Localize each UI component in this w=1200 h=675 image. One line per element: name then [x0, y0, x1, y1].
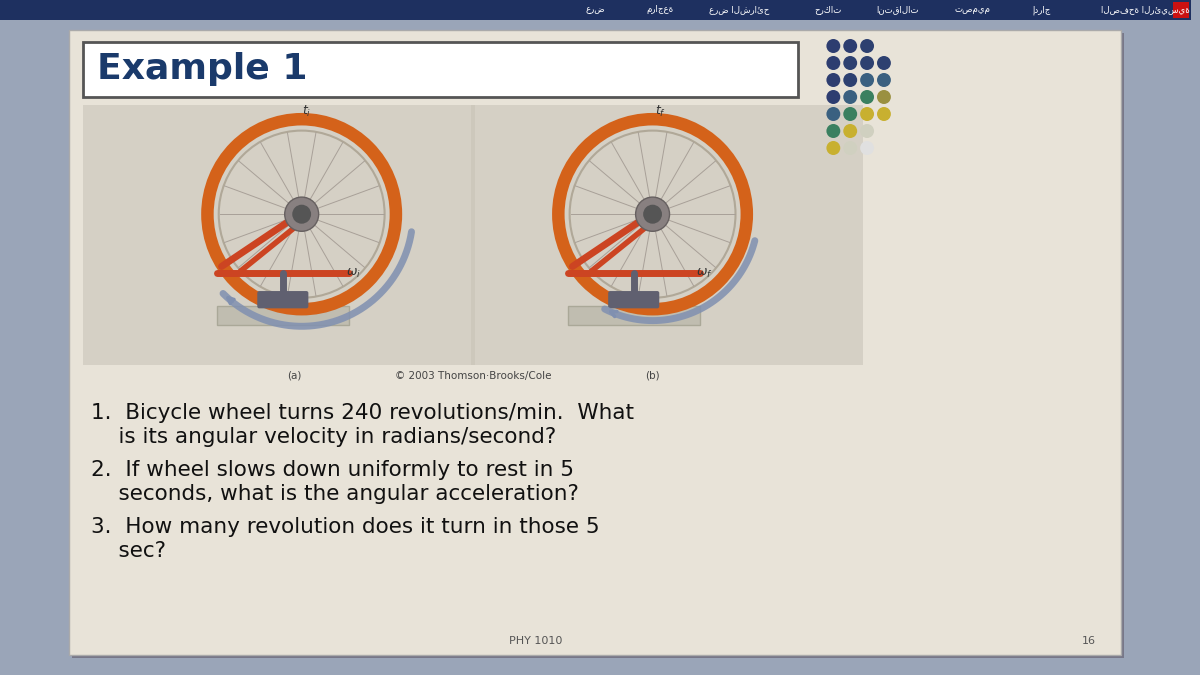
Text: © 2003 Thomson·Brooks/Cole: © 2003 Thomson·Brooks/Cole — [395, 371, 552, 381]
Text: عرض: عرض — [586, 5, 605, 14]
Circle shape — [827, 39, 840, 53]
Text: (a): (a) — [287, 371, 301, 381]
Circle shape — [636, 197, 670, 232]
FancyBboxPatch shape — [257, 291, 308, 308]
Circle shape — [860, 90, 874, 104]
Circle shape — [827, 107, 840, 121]
FancyBboxPatch shape — [70, 30, 1121, 655]
Text: $t_i$: $t_i$ — [302, 104, 311, 119]
FancyBboxPatch shape — [568, 306, 700, 325]
Circle shape — [860, 124, 874, 138]
Text: 3.  How many revolution does it turn in those 5: 3. How many revolution does it turn in t… — [91, 517, 600, 537]
Circle shape — [844, 73, 857, 87]
FancyBboxPatch shape — [608, 291, 659, 308]
Text: $\omega_f$: $\omega_f$ — [696, 267, 713, 280]
Circle shape — [827, 56, 840, 70]
Circle shape — [877, 90, 890, 104]
Circle shape — [844, 141, 857, 155]
Text: انتقالات: انتقالات — [876, 5, 919, 14]
FancyBboxPatch shape — [475, 105, 863, 365]
FancyBboxPatch shape — [0, 0, 1190, 20]
Text: مراجعة: مراجعة — [646, 5, 673, 14]
Circle shape — [860, 107, 874, 121]
Text: تصميم: تصميم — [954, 5, 990, 14]
Circle shape — [844, 90, 857, 104]
Circle shape — [844, 39, 857, 53]
Text: Example 1: Example 1 — [97, 53, 307, 86]
Circle shape — [643, 205, 662, 223]
Circle shape — [877, 56, 890, 70]
Circle shape — [877, 107, 890, 121]
Text: is its angular velocity in radians/second?: is its angular velocity in radians/secon… — [91, 427, 557, 447]
Circle shape — [827, 90, 840, 104]
Circle shape — [827, 141, 840, 155]
Text: 2.  If wheel slows down uniformly to rest in 5: 2. If wheel slows down uniformly to rest… — [91, 460, 575, 480]
Circle shape — [844, 124, 857, 138]
Circle shape — [844, 107, 857, 121]
FancyBboxPatch shape — [217, 306, 349, 325]
FancyBboxPatch shape — [1172, 2, 1188, 18]
Text: 16: 16 — [1082, 636, 1097, 646]
FancyBboxPatch shape — [72, 33, 1124, 658]
Circle shape — [860, 73, 874, 87]
Circle shape — [284, 197, 319, 232]
Text: حركات: حركات — [815, 5, 842, 14]
Circle shape — [877, 73, 890, 87]
Text: 1.  Bicycle wheel turns 240 revolutions/min.  What: 1. Bicycle wheel turns 240 revolutions/m… — [91, 403, 635, 423]
FancyBboxPatch shape — [83, 42, 798, 97]
Text: إدراج: إدراج — [1032, 5, 1051, 15]
Text: (b): (b) — [646, 371, 660, 381]
Text: sec?: sec? — [91, 541, 167, 561]
Text: الصفحة الرئيسية: الصفحة الرئيسية — [1102, 5, 1190, 14]
Text: $t_f$: $t_f$ — [655, 104, 666, 119]
Circle shape — [860, 141, 874, 155]
Text: seconds, what is the angular acceleration?: seconds, what is the angular acceleratio… — [91, 484, 580, 504]
Circle shape — [293, 205, 311, 223]
Text: عرض الشرائح: عرض الشرائح — [709, 5, 769, 14]
Circle shape — [860, 39, 874, 53]
FancyBboxPatch shape — [83, 105, 472, 365]
FancyBboxPatch shape — [83, 105, 863, 365]
Text: $\omega_i$: $\omega_i$ — [346, 267, 361, 280]
Circle shape — [827, 124, 840, 138]
Text: PHY 1010: PHY 1010 — [509, 636, 563, 646]
Circle shape — [844, 56, 857, 70]
Circle shape — [860, 56, 874, 70]
Circle shape — [827, 73, 840, 87]
